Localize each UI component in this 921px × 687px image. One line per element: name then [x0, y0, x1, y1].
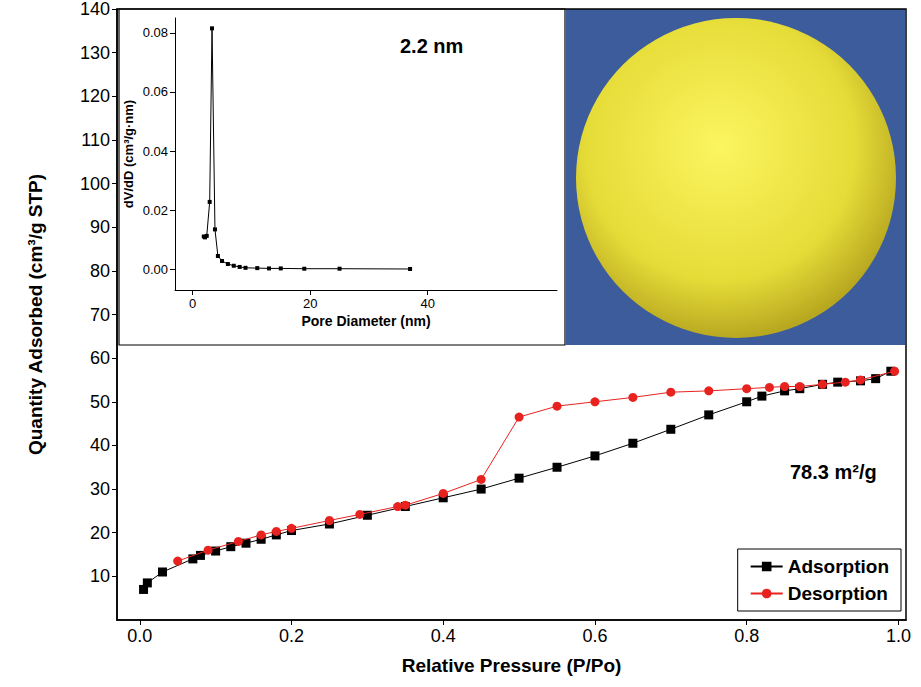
svg-text:Relative Pressure (P/Po): Relative Pressure (P/Po) — [402, 655, 622, 676]
svg-text:0.8: 0.8 — [734, 626, 759, 646]
svg-text:50: 50 — [90, 392, 110, 412]
svg-text:0.08: 0.08 — [143, 25, 168, 40]
svg-text:Quantity Adsorbed (cm³/g STP): Quantity Adsorbed (cm³/g STP) — [25, 174, 46, 455]
svg-text:40: 40 — [420, 296, 434, 311]
svg-text:60: 60 — [90, 348, 110, 368]
svg-text:0.06: 0.06 — [143, 84, 168, 99]
svg-text:0.0: 0.0 — [127, 626, 152, 646]
svg-text:1.0: 1.0 — [886, 626, 911, 646]
svg-text:dV/dD (cm³/g·nm): dV/dD (cm³/g·nm) — [121, 100, 136, 208]
svg-text:10: 10 — [90, 566, 110, 586]
svg-text:130: 130 — [80, 43, 110, 63]
svg-text:120: 120 — [80, 86, 110, 106]
svg-text:140: 140 — [80, 0, 110, 19]
svg-text:0.02: 0.02 — [143, 203, 168, 218]
svg-text:0.00: 0.00 — [143, 262, 168, 277]
svg-text:20: 20 — [90, 523, 110, 543]
svg-text:Pore Diameter (nm): Pore Diameter (nm) — [301, 313, 430, 329]
svg-text:Adsorption: Adsorption — [788, 556, 889, 577]
svg-text:40: 40 — [90, 435, 110, 455]
svg-text:20: 20 — [303, 296, 317, 311]
svg-text:90: 90 — [90, 217, 110, 237]
svg-text:2.2 nm: 2.2 nm — [400, 35, 463, 57]
svg-text:80: 80 — [90, 261, 110, 281]
svg-text:70: 70 — [90, 305, 110, 325]
svg-text:78.3 m²/g: 78.3 m²/g — [790, 461, 877, 483]
svg-text:100: 100 — [80, 174, 110, 194]
svg-text:0: 0 — [189, 296, 196, 311]
svg-text:0.04: 0.04 — [143, 144, 168, 159]
svg-text:Desorption: Desorption — [788, 583, 888, 604]
svg-text:30: 30 — [90, 479, 110, 499]
svg-text:0.4: 0.4 — [431, 626, 456, 646]
svg-text:0.6: 0.6 — [582, 626, 607, 646]
svg-text:0.2: 0.2 — [279, 626, 304, 646]
svg-text:110: 110 — [81, 130, 110, 150]
